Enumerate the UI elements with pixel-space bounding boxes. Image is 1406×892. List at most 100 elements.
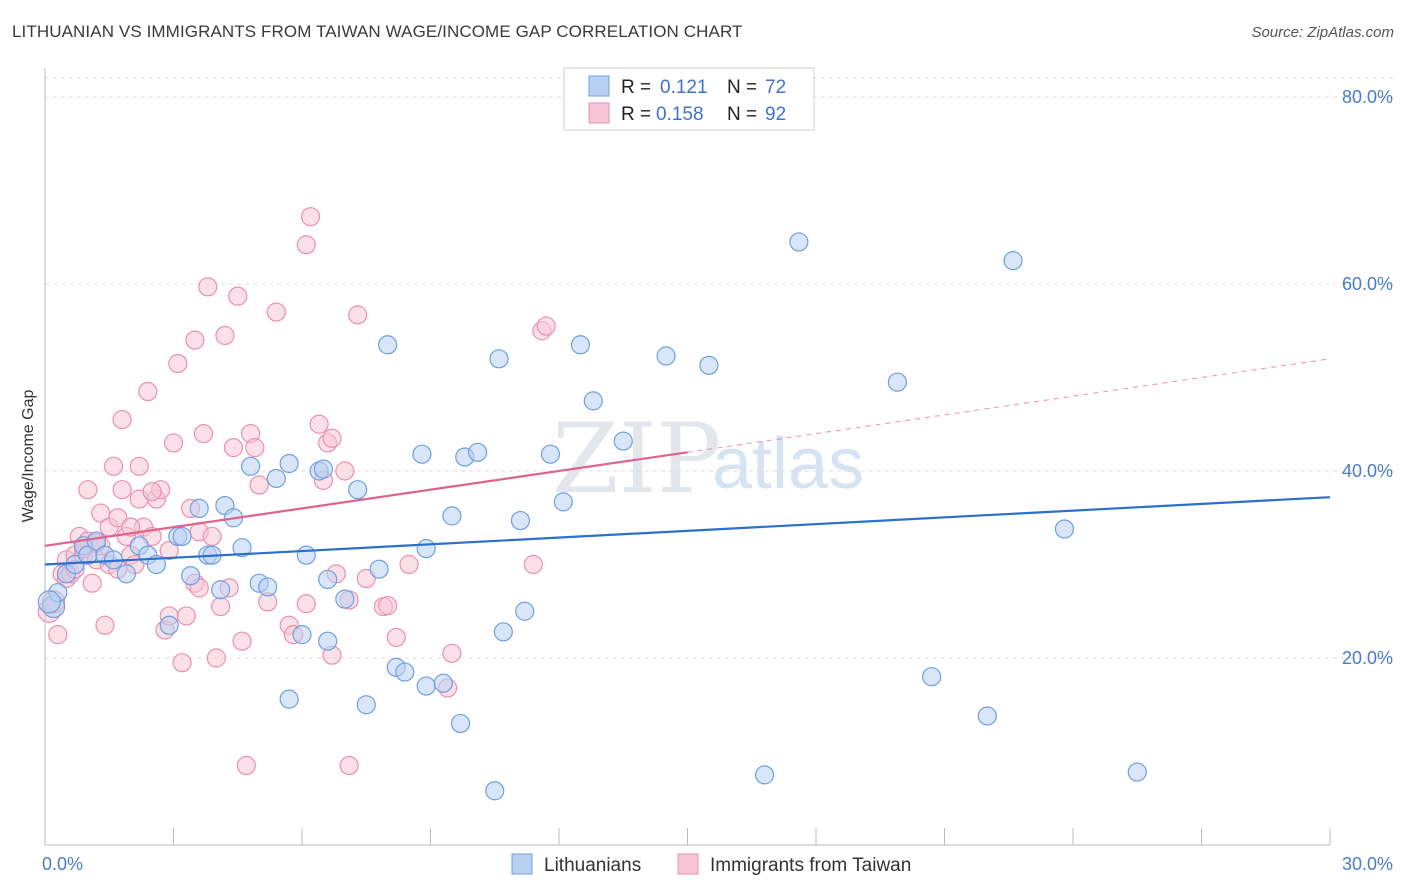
trend-line-taiwan bbox=[44, 451, 688, 547]
lithuanian-point bbox=[450, 713, 471, 734]
taiwan-point bbox=[245, 438, 265, 458]
legend-swatch-taiwan bbox=[588, 102, 610, 124]
lithuanian-point bbox=[279, 453, 299, 474]
lithuanian-point bbox=[181, 566, 201, 586]
taiwan-point bbox=[266, 302, 286, 322]
taiwan-point bbox=[185, 330, 205, 350]
legend-r-value-1: 0.121 bbox=[660, 77, 708, 98]
lithuanian-point bbox=[699, 355, 719, 375]
legend-n-value-2: 92 bbox=[765, 104, 786, 125]
lithuanian-point bbox=[412, 444, 432, 464]
lithuanian-point bbox=[540, 444, 561, 464]
legend-n-label-1: N = bbox=[727, 77, 757, 98]
lithuanian-point bbox=[656, 346, 676, 366]
x-tick-label-max: 30.0% bbox=[1342, 854, 1393, 874]
lithuanian-point bbox=[318, 631, 338, 651]
y-tick-label: 80.0% bbox=[1342, 87, 1393, 107]
y-tick-label: 20.0% bbox=[1342, 648, 1393, 668]
taiwan-point bbox=[78, 480, 98, 500]
taiwan-point bbox=[211, 596, 231, 617]
taiwan-point bbox=[223, 438, 244, 458]
taiwan-point bbox=[386, 627, 406, 648]
taiwan-point bbox=[95, 615, 115, 635]
lithuanian-point bbox=[292, 625, 312, 645]
lithuanian-point bbox=[241, 456, 261, 476]
taiwan-point bbox=[442, 643, 462, 663]
lithuanian-point bbox=[754, 765, 775, 785]
lithuanian-point bbox=[1003, 251, 1023, 271]
taiwan-point bbox=[236, 755, 256, 776]
taiwan-point bbox=[228, 286, 248, 306]
taiwan-point bbox=[296, 594, 316, 614]
taiwan-point bbox=[335, 461, 355, 481]
trend-line-lithuanians bbox=[44, 496, 1331, 566]
legend-r-label-1: R = bbox=[621, 77, 651, 98]
lithuanian-point bbox=[279, 689, 299, 709]
bottom-legend-taiwan: Immigrants from Taiwan bbox=[710, 855, 911, 876]
y-axis-label: Wage/Income Gap bbox=[20, 390, 37, 523]
lithuanian-point bbox=[369, 559, 389, 579]
x-tick-label-min: 0.0% bbox=[42, 854, 83, 874]
taiwan-point bbox=[198, 277, 218, 297]
taiwan-point bbox=[232, 631, 252, 651]
legend: R = 0.121 N = 72 R = 0.158 N = 92 bbox=[563, 67, 815, 131]
lithuanian-point bbox=[789, 232, 809, 252]
trend-line-taiwan-extension bbox=[687, 358, 1331, 453]
taiwan-point bbox=[249, 475, 269, 495]
taiwan-point bbox=[159, 540, 179, 561]
lithuanian-point bbox=[318, 569, 338, 590]
taiwan-point bbox=[138, 381, 158, 402]
taiwan-point bbox=[48, 625, 68, 645]
lithuanian-point bbox=[613, 431, 633, 451]
y-tick-labels: 20.0% 40.0% 60.0% 80.0% bbox=[1342, 87, 1393, 668]
legend-n-label-2: N = bbox=[727, 104, 757, 125]
taiwan-point bbox=[176, 606, 196, 626]
lithuanian-point bbox=[485, 781, 505, 801]
taiwan-point bbox=[309, 414, 329, 434]
chart-title: LITHUANIAN VS IMMIGRANTS FROM TAIWAN WAG… bbox=[12, 22, 743, 41]
legend-n-value-1: 72 bbox=[765, 77, 786, 98]
lithuanian-point bbox=[442, 506, 462, 526]
legend-r-label-2: R = bbox=[621, 104, 651, 125]
lithuanian-point bbox=[159, 615, 179, 635]
y-tick-label: 40.0% bbox=[1342, 461, 1393, 481]
taiwan-point bbox=[163, 433, 184, 453]
lithuanian-point bbox=[922, 667, 942, 687]
y-tick-label: 60.0% bbox=[1342, 274, 1393, 294]
bottom-legend-swatch-taiwan bbox=[677, 853, 699, 875]
lithuanian-point bbox=[887, 372, 907, 392]
lithuanian-point bbox=[116, 564, 136, 584]
taiwan-point bbox=[356, 568, 376, 589]
taiwan-point bbox=[300, 207, 321, 227]
trend-lines bbox=[44, 358, 1331, 566]
lithuanian-point bbox=[977, 706, 997, 726]
lithuanian-point bbox=[266, 468, 286, 489]
lithuanian-point bbox=[489, 349, 509, 369]
bottom-legend: Lithuanians Immigrants from Taiwan bbox=[511, 853, 911, 876]
source-label: Source: ZipAtlas.com bbox=[1251, 24, 1394, 41]
lithuanian-point bbox=[37, 590, 61, 614]
bottom-legend-swatch-lithuanians bbox=[511, 853, 533, 875]
taiwan-point bbox=[82, 573, 102, 593]
taiwan-point bbox=[112, 409, 132, 430]
lithuanian-point bbox=[258, 577, 278, 597]
lithuanian-point bbox=[296, 545, 316, 565]
lithuanian-point bbox=[232, 538, 252, 558]
lithuanian-point bbox=[356, 695, 376, 715]
lithuanian-point bbox=[468, 442, 488, 462]
taiwan-point bbox=[536, 316, 556, 336]
x-ticks bbox=[44, 828, 1331, 845]
lithuanian-point bbox=[510, 510, 531, 531]
taiwan-point bbox=[399, 554, 419, 575]
taiwan-point bbox=[112, 480, 132, 500]
watermark-atlas: atlas bbox=[712, 424, 864, 504]
lithuanian-point bbox=[553, 492, 573, 512]
taiwan-point bbox=[348, 305, 368, 325]
lithuanian-point bbox=[583, 391, 603, 411]
taiwan-point bbox=[339, 755, 359, 776]
lithuanian-point bbox=[1127, 762, 1147, 782]
lithuanian-point bbox=[570, 335, 591, 355]
lithuanian-point bbox=[172, 526, 192, 547]
lithuanian-point bbox=[189, 498, 209, 518]
